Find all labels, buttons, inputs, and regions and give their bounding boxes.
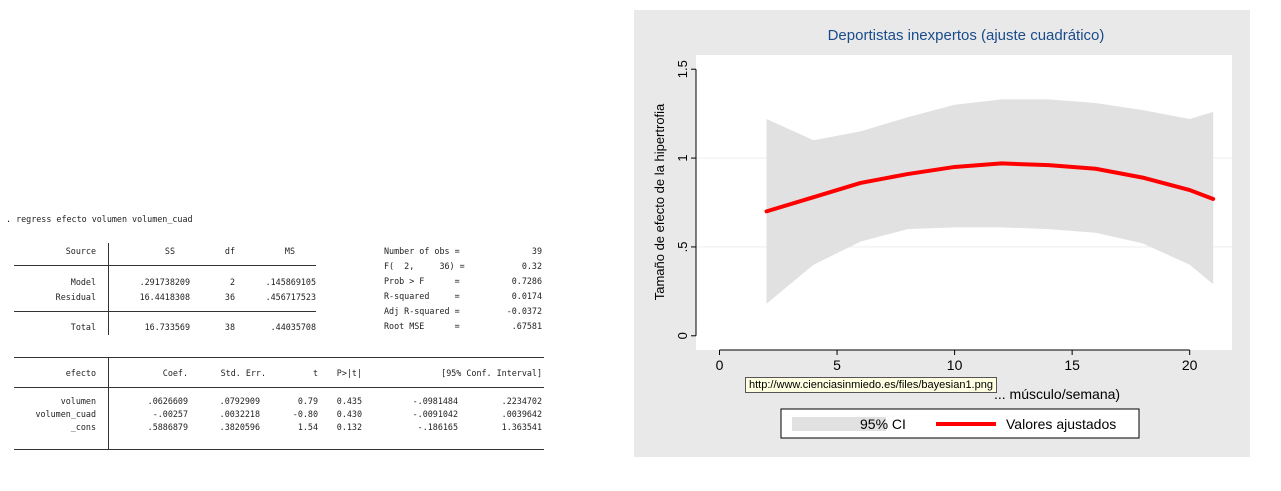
coef-header-ci: [95% Conf. Interval] [441,368,542,378]
anova-row-model-ss: .291738209 [139,277,190,287]
coef-row-cons-se: .3820596 [219,422,260,432]
coef-row-volumen-se: .0792909 [219,396,260,406]
x-tick-label: 0 [716,357,724,373]
anova-header-ms: MS [284,246,295,256]
anova-total-ms: .44035708 [270,322,316,332]
y-tick-label: 1 [675,154,690,161]
axis-layer: 0 .5 1 1.5 0 5 10 15 20 [675,60,1198,373]
anova-total-label: Total [70,322,96,332]
stat-label-prob: Prob > F = [384,276,460,286]
coef-row-volumen-cuad-se: .0032218 [219,409,260,419]
chart-svg: 0 .5 1 1.5 0 5 10 15 20 Deportistas inexpertos (… [634,10,1250,457]
stat-value-prob: 0.7286 [511,276,542,286]
anova-row-residual-ms: .456717523 [265,292,316,302]
coef-row-volumen-p: 0.435 [336,396,362,406]
stat-value-adjr2: -0.0372 [506,306,542,316]
x-axis-label: ... músculo/semana) [994,386,1120,402]
legend-ci-label: 95% CI [860,416,906,432]
x-tick-label: 15 [1064,357,1080,373]
x-tick-label: 5 [833,357,841,373]
x-tick-label: 20 [1182,357,1198,373]
legend-ci-swatch [792,417,886,431]
graph-panel: 0 .5 1 1.5 0 5 10 15 20 Deportistas inexpertos (… [634,10,1250,457]
coef-header-p: P>|t| [336,368,362,378]
stat-label-adjr2: Adj R-squared = [384,306,460,316]
coef-row-volumen-cuad-coef: -.00257 [152,409,188,419]
anova-row-model-df: 2 [229,277,235,287]
coef-row-volumen-cuad-lo: -.0091042 [412,409,458,419]
anova-row-residual-label: Residual [55,292,96,302]
coef-row-cons-t: 1.54 [297,422,318,432]
stat-value-r2: 0.0174 [511,291,542,301]
anova-header-ss: SS [164,246,175,256]
stata-command: . regress efecto volumen volumen_cuad [6,214,193,224]
coef-row-volumen-lo: -.0981484 [412,396,458,406]
coef-row-volumen-t: 0.79 [297,396,318,406]
coef-row-volumen-cuad-t: -0.80 [292,409,318,419]
y-tick-label: 0 [675,332,690,339]
stat-value-nobs: 39 [531,246,542,256]
coef-row-volumen-cuad-p: 0.430 [336,409,362,419]
chart-title: Deportistas inexpertos (ajuste cuadrátic… [828,27,1105,44]
anova-total-rule [14,311,316,312]
coef-row-volumen-cuad-label: volumen_cuad [35,409,96,419]
coef-row-volumen-hi: .2234702 [501,396,542,406]
y-tick-label: .5 [675,242,690,253]
coef-divider [108,357,109,449]
image-url-tooltip: http://www.cienciasinmiedo.es/files/baye… [745,377,997,393]
anova-divider [108,243,109,335]
stat-value-f: 0.32 [521,261,542,271]
coef-row-volumen-cuad-hi: .0039642 [501,409,542,419]
x-tick-label: 10 [947,357,963,373]
anova-header-rule [14,265,316,266]
y-axis-label: Tamaño de efecto de la hipertrofia [652,103,667,300]
stat-label-f: F( 2, 36) = [384,261,465,271]
stata-output-panel: . regress efecto volumen volumen_cuad So… [0,0,600,491]
stat-label-rmse: Root MSE = [384,321,460,331]
coef-header-coef: Coef. [162,368,188,378]
anova-row-residual-ss: 16.4418308 [139,292,190,302]
coef-header-t: t [312,368,318,378]
coef-header-rule [14,387,544,388]
stat-label-r2: R-squared = [384,291,460,301]
anova-row-model-ms: .145869105 [265,277,316,287]
anova-header-df: df [224,246,235,256]
anova-total-df: 38 [224,322,235,332]
stat-value-rmse: .67581 [511,321,542,331]
anova-row-model-label: Model [70,277,96,287]
coef-row-cons-p: 0.132 [336,422,362,432]
legend-fit-label: Valores ajustados [1006,416,1116,432]
coef-header-var: efecto [65,368,96,378]
anova-total-ss: 16.733569 [144,322,190,332]
coef-bottom-rule [14,449,544,450]
coef-row-cons-coef: .5886879 [147,422,188,432]
fitted-values-line [764,161,1216,214]
coef-header-se: Std. Err. [220,368,266,378]
coef-row-cons-hi: 1.363541 [501,422,542,432]
stat-label-nobs: Number of obs = [384,246,460,256]
anova-row-residual-df: 36 [224,292,235,302]
anova-header-source: Source [65,246,96,256]
coef-row-volumen-label: volumen [60,396,96,406]
ci-band [766,99,1214,304]
y-tick-label: 1.5 [675,60,690,78]
coef-row-cons-lo: -.186165 [417,422,458,432]
coef-row-cons-label: _cons [70,422,96,432]
coef-top-rule [14,357,544,358]
coef-row-volumen-coef: .0626609 [147,396,188,406]
